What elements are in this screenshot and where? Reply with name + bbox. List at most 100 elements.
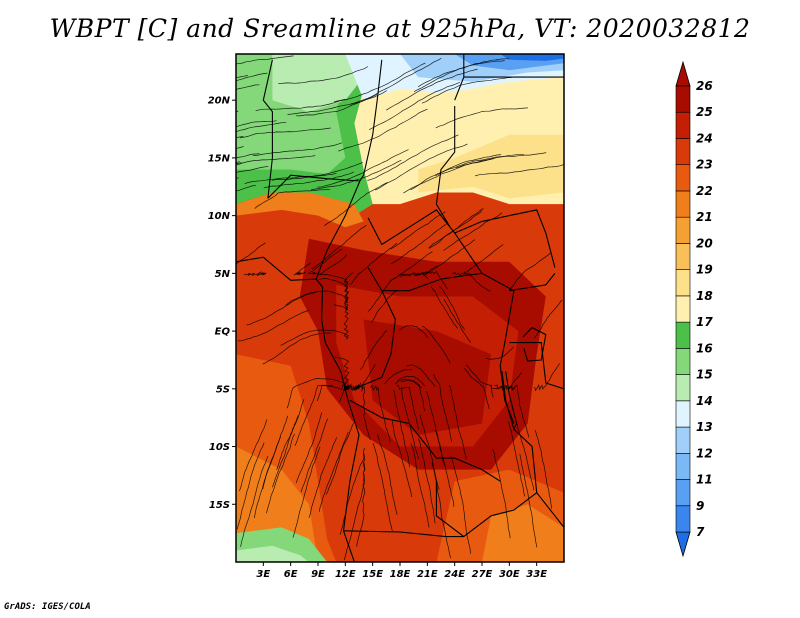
streamline xyxy=(418,438,436,524)
colorbar-segment xyxy=(675,452,691,480)
streamline xyxy=(266,433,295,514)
colorbar-label: 9 xyxy=(696,499,704,513)
streamline xyxy=(360,329,387,371)
border-congo-drc xyxy=(354,290,396,390)
lake-tanganyika xyxy=(501,371,518,431)
streamline xyxy=(391,420,412,497)
colorbar-label: 25 xyxy=(696,105,713,119)
x-axis-ticks: 3E 6E 9E 12E 15E 18E 21E 24E 27E 30E 33E xyxy=(256,562,547,580)
colorbar-label: 14 xyxy=(696,394,713,408)
streamline xyxy=(244,172,337,185)
colorbar-segment xyxy=(675,348,691,375)
streamline xyxy=(292,446,321,538)
streamline xyxy=(466,364,494,398)
streamline xyxy=(323,182,388,226)
streamline xyxy=(236,442,265,530)
colorbar-segment xyxy=(675,138,691,166)
streamline xyxy=(395,378,422,389)
colorbar-segment xyxy=(675,505,691,533)
colorbar-segment xyxy=(675,85,691,113)
streamline xyxy=(333,62,426,103)
streamline xyxy=(318,278,349,310)
streamline xyxy=(410,154,502,191)
streamline xyxy=(391,223,447,265)
streamline xyxy=(236,153,260,159)
streamline xyxy=(383,369,412,385)
streamline xyxy=(390,211,446,250)
country-borders xyxy=(236,54,564,562)
streamline xyxy=(377,434,398,515)
streamline xyxy=(370,384,391,443)
streamline xyxy=(325,422,354,495)
colorbar-label: 21 xyxy=(696,210,713,224)
streamline xyxy=(253,436,281,519)
streamline xyxy=(293,262,311,276)
colorbar-segment xyxy=(675,190,691,218)
streamline xyxy=(307,248,343,275)
region-southwest-lightgreen xyxy=(236,545,309,562)
border-nigeria-cameroon xyxy=(315,180,361,280)
streamline xyxy=(348,382,362,391)
streamline xyxy=(421,77,512,104)
streamline xyxy=(350,57,442,105)
streamline xyxy=(389,251,433,283)
streamline xyxy=(236,242,266,265)
border-nigeria-niger xyxy=(267,174,360,199)
y-tick-label: 20N xyxy=(208,96,231,107)
streamline xyxy=(318,254,349,285)
streamline xyxy=(236,165,269,173)
border-east-coast xyxy=(536,492,564,528)
border-mali-niger xyxy=(262,59,273,199)
x-tick-label: 3E xyxy=(256,569,270,580)
colorbar-label: 13 xyxy=(696,420,713,434)
colorbar-segment xyxy=(675,321,691,349)
streamline xyxy=(403,158,494,194)
streamline xyxy=(236,155,316,166)
y-tick-label: 5N xyxy=(215,269,231,280)
colorbar-max-arrow xyxy=(675,60,691,87)
streamline xyxy=(236,72,268,82)
streamline xyxy=(507,384,530,438)
x-tick-label: 30E xyxy=(499,569,520,580)
grads-credit: GrADS: IGES/COLA xyxy=(4,602,91,612)
colorbar-label: 19 xyxy=(696,263,713,277)
streamline xyxy=(252,142,343,157)
streamline xyxy=(386,68,478,111)
border-tanzania xyxy=(509,342,564,390)
colorbar-label: 24 xyxy=(696,131,713,145)
streamline xyxy=(485,346,514,360)
colorbar-label: 16 xyxy=(696,341,713,355)
y-tick-label: 5S xyxy=(216,384,230,395)
streamline xyxy=(333,304,349,340)
border-niger-chad xyxy=(359,59,383,182)
streamline xyxy=(508,252,552,291)
streamline xyxy=(375,143,468,191)
colorbar-label: 15 xyxy=(696,368,713,382)
streamline xyxy=(237,309,310,342)
region-southeast-amber xyxy=(482,504,564,562)
streamline xyxy=(372,443,393,531)
border-angola-namibia xyxy=(343,530,464,538)
x-tick-label: 15E xyxy=(362,569,383,580)
streamline xyxy=(280,329,349,346)
x-tick-label: 6E xyxy=(284,569,298,580)
streamline xyxy=(308,437,337,518)
streamline xyxy=(422,325,451,364)
colorbar-min-arrow xyxy=(675,531,691,558)
streamline xyxy=(430,286,458,329)
border-uganda-kenya xyxy=(509,273,556,292)
streamline xyxy=(240,455,269,547)
lake-victoria xyxy=(522,326,547,362)
streamline xyxy=(431,461,452,559)
coastline-gulf-guinea xyxy=(236,256,360,562)
streamline xyxy=(410,443,430,528)
border-drc-angola xyxy=(349,399,501,482)
y-tick-label: 10N xyxy=(208,211,231,222)
y-tick-label: 15S xyxy=(209,500,230,511)
border-south-sudan xyxy=(454,209,556,268)
streamline xyxy=(508,421,526,497)
x-tick-label: 12E xyxy=(335,569,356,580)
streamline xyxy=(236,121,287,133)
region-east-lightyellow xyxy=(418,134,564,199)
